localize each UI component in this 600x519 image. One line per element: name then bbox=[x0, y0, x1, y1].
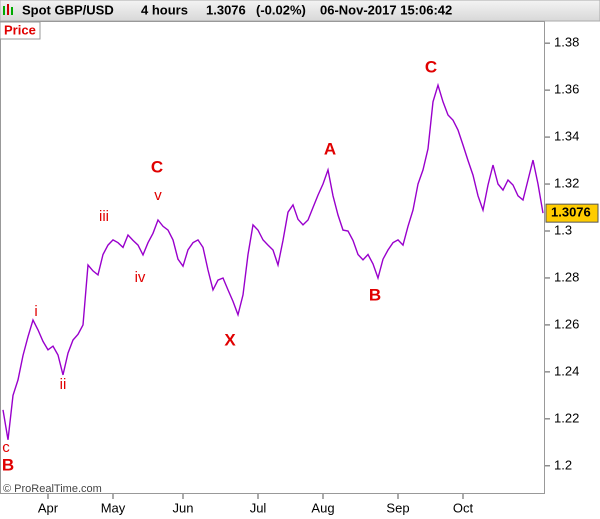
x-tick-label: Oct bbox=[453, 500, 474, 515]
wave-label: B bbox=[369, 285, 381, 304]
y-tick-label: 1.34 bbox=[554, 129, 579, 144]
y-tick-label: 1.2 bbox=[554, 457, 572, 472]
legend-box bbox=[0, 21, 41, 40]
symbol: Spot GBP/USD bbox=[22, 2, 114, 17]
wave-label: i bbox=[34, 303, 37, 320]
legend-entry: Price bbox=[4, 22, 36, 37]
y-tick-label: 1.22 bbox=[554, 410, 579, 425]
change: (-0.02%) bbox=[256, 2, 306, 17]
header-price: 1.3076 bbox=[206, 2, 246, 17]
plot-frame bbox=[0, 21, 545, 494]
x-tick-label: Aug bbox=[311, 500, 334, 515]
y-tick-label: 1.28 bbox=[554, 269, 579, 284]
x-tick-label: Jul bbox=[250, 500, 267, 515]
y-tick-label: 1.38 bbox=[554, 35, 579, 50]
x-tick-label: Jun bbox=[173, 500, 194, 515]
wave-label: iii bbox=[99, 208, 109, 225]
wave-label: c bbox=[2, 439, 10, 456]
last-price-label: 1.3076 bbox=[551, 205, 591, 220]
y-tick-label: 1.24 bbox=[554, 363, 579, 378]
wave-label: ii bbox=[60, 376, 67, 393]
wave-label: B bbox=[2, 455, 14, 474]
x-tick-label: Apr bbox=[38, 500, 59, 515]
wave-label: X bbox=[224, 330, 236, 349]
wave-label: v bbox=[154, 187, 162, 204]
y-tick-label: 1.32 bbox=[554, 175, 579, 190]
y-tick-label: 1.26 bbox=[554, 316, 579, 331]
y-tick-label: 1.36 bbox=[554, 82, 579, 97]
wave-label: A bbox=[324, 139, 336, 158]
x-tick-label: May bbox=[101, 500, 126, 515]
last-price-box bbox=[545, 203, 599, 223]
candle-icon bbox=[3, 4, 13, 15]
wave-label: C bbox=[151, 157, 163, 176]
wave-label: C bbox=[425, 57, 437, 76]
datetime: 06-Nov-2017 15:06:42 bbox=[320, 2, 452, 17]
y-tick-label: 1.3 bbox=[554, 222, 572, 237]
copyright: © ProRealTime.com bbox=[3, 483, 102, 495]
x-tick-label: Sep bbox=[386, 500, 409, 515]
price-line bbox=[2, 82, 544, 440]
timeframe: 4 hours bbox=[141, 2, 188, 17]
wave-label: iv bbox=[135, 269, 146, 286]
